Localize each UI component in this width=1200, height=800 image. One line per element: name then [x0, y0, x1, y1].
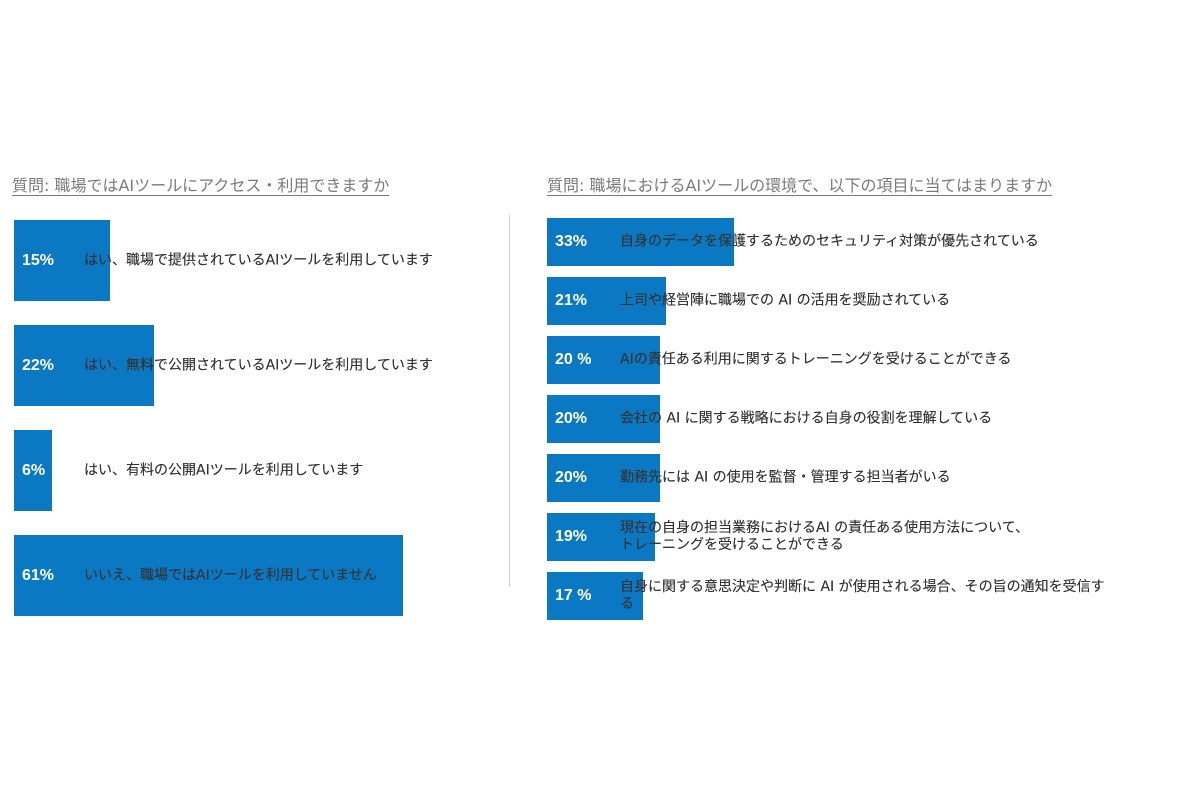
bar	[547, 277, 666, 325]
bar	[14, 220, 110, 301]
divider	[509, 215, 510, 587]
data-label: 20%	[555, 410, 588, 427]
data-label: 20%	[555, 469, 588, 486]
data-label: 6%	[22, 461, 46, 479]
category-label: はい、職場で提供されているAIツールを利用しています	[84, 252, 433, 268]
workplace-environment-chart: 質問: 職場におけるAIツールの環境で、以下の項目に当てはまりますか 33% 自身…	[547, 172, 1197, 632]
category-label: 自身に関する意思決定や判断に AI が使用される場合、その旨の通知を受信する	[620, 579, 1105, 612]
bar	[547, 395, 660, 443]
data-label: 22%	[22, 356, 55, 374]
bar-row: 61% いいえ、職場ではAIツールを利用していません	[14, 535, 652, 616]
bar	[14, 325, 154, 406]
bar-row: 21% 上司や経営陣に職場での AI の活用を奨励されている	[547, 277, 1114, 325]
workplace-access-chart: 質問: 職場ではAIツールにアクセス・利用できますか 15% はい、職場で提供され…	[12, 172, 484, 632]
data-label: 33%	[555, 233, 588, 250]
bar	[547, 572, 643, 620]
bar	[547, 218, 734, 266]
category-label: 現在の自身の担当業務におけるAI の責任ある使用方法について、 トレーニングを受…	[620, 520, 1030, 553]
bar-row: 20% 勤務先には AI の使用を監督・管理する担当者がいる	[547, 454, 1114, 502]
bar-row: 22% はい、無料で公開されているAIツールを利用しています	[14, 325, 652, 406]
data-label: 20 %	[555, 351, 592, 368]
chart-title: 質問: 職場ではAIツールにアクセス・利用できますか	[12, 176, 390, 195]
chart-title: 質問: 職場におけるAIツールの環境で、以下の項目に当てはまりますか	[547, 176, 1053, 195]
category-label: はい、無料で公開されているAIツールを利用しています	[84, 357, 433, 373]
data-label: 21%	[555, 292, 588, 309]
bar	[547, 513, 655, 561]
bar-row: 15% はい、職場で提供されているAIツールを利用しています	[14, 220, 652, 301]
data-label: 61%	[22, 566, 55, 584]
category-label: 勤務先には AI の使用を監督・管理する担当者がいる	[620, 469, 951, 486]
category-label: はい、有料の公開AIツールを利用しています	[84, 462, 364, 478]
bar-row: 33% 自身のデータを保護するためのセキュリティ対策が優先されている	[547, 218, 1114, 266]
category-label: 上司や経営陣に職場での AI の活用を奨励されている	[620, 292, 951, 309]
bar-row: 6% はい、有料の公開AIツールを利用しています	[14, 430, 652, 511]
category-label: いいえ、職場ではAIツールを利用していません	[84, 567, 377, 583]
data-label: 19%	[555, 528, 588, 545]
category-label: 会社の AI に関する戦略における自身の役割を理解している	[620, 410, 993, 427]
category-label: AIの責任ある利用に関するトレーニングを受けることができる	[620, 351, 1012, 368]
data-label: 17 %	[555, 587, 592, 604]
bar	[14, 430, 52, 511]
bar-row: 17 % 自身に関する意思決定や判断に AI が使用される場合、その旨の通知を受信…	[547, 572, 1114, 620]
bar-row: 20% 会社の AI に関する戦略における自身の役割を理解している	[547, 395, 1114, 443]
category-label: 自身のデータを保護するためのセキュリティ対策が優先されている	[620, 233, 1039, 250]
bar	[547, 454, 660, 502]
bar	[547, 336, 660, 384]
bar	[14, 535, 403, 616]
bar-row: 20 % AIの責任ある利用に関するトレーニングを受けることができる	[547, 336, 1114, 384]
data-label: 15%	[22, 251, 55, 269]
bar-row: 19% 現在の自身の担当業務におけるAI の責任ある使用方法について、 トレーニン…	[547, 513, 1114, 561]
